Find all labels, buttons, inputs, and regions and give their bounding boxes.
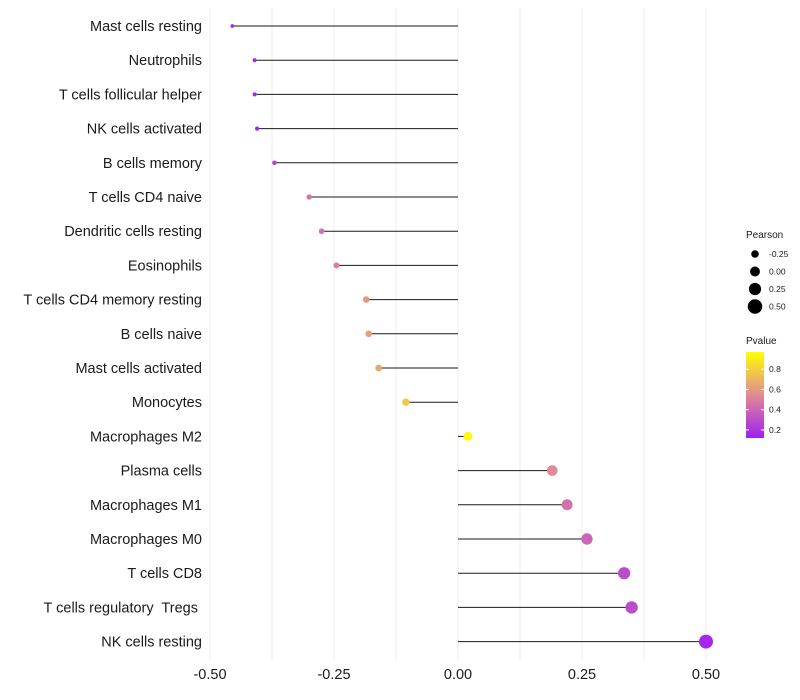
size-legend-title: Pearson bbox=[746, 230, 783, 241]
category-label: T cells CD4 memory resting bbox=[23, 293, 202, 309]
category-label: Plasma cells bbox=[121, 464, 202, 480]
lollipop-point bbox=[362, 296, 370, 303]
lollipop-stems bbox=[232, 25, 706, 643]
size-legend-key bbox=[751, 250, 759, 258]
category-label: T cells CD8 bbox=[127, 566, 202, 582]
color-legend-label: 0.4 bbox=[769, 405, 781, 415]
lollipop-point bbox=[272, 160, 277, 166]
lollipop-points bbox=[230, 24, 713, 649]
color-legend-bar bbox=[746, 352, 764, 438]
category-label: NK cells resting bbox=[101, 635, 202, 651]
lollipop-point bbox=[252, 92, 257, 97]
lollipop-point bbox=[402, 398, 410, 406]
size-legend-key bbox=[748, 282, 762, 296]
size-legend-label: 0.25 bbox=[769, 284, 786, 294]
category-label: B cells memory bbox=[103, 156, 203, 172]
category-label: Macrophages M2 bbox=[90, 429, 202, 445]
category-label: Macrophages M0 bbox=[90, 532, 202, 548]
x-tick-label: 0.50 bbox=[692, 667, 720, 683]
size-legend: Pearson -0.25 0.00 0.25 0.50 bbox=[746, 230, 789, 314]
lollipop-point bbox=[625, 601, 638, 614]
x-tick-label: 0.00 bbox=[444, 667, 472, 683]
size-legend-label: 0.50 bbox=[769, 302, 786, 312]
category-labels: Mast cells resting Neutrophils T cells fol… bbox=[23, 19, 202, 651]
category-label: T cells CD4 naive bbox=[89, 190, 202, 206]
x-tick-label: -0.50 bbox=[193, 667, 226, 683]
x-tick-label: -0.25 bbox=[317, 667, 350, 683]
lollipop-point bbox=[318, 228, 325, 235]
size-legend-label: -0.25 bbox=[769, 249, 789, 259]
color-legend-label: 0.6 bbox=[769, 384, 781, 394]
size-legend-label: 0.00 bbox=[769, 267, 786, 277]
category-label: Mast cells activated bbox=[75, 361, 202, 377]
lollipop-point bbox=[699, 634, 713, 649]
category-label: T cells follicular helper bbox=[59, 87, 202, 103]
x-axis-tick-labels: -0.50 -0.25 0.00 0.25 0.50 bbox=[193, 667, 720, 683]
category-label: Mast cells resting bbox=[90, 19, 202, 35]
size-legend-key bbox=[750, 266, 760, 277]
lollipop-point bbox=[230, 24, 235, 28]
category-label: B cells naive bbox=[121, 327, 202, 343]
category-label: T cells regulatory Tregs bbox=[44, 600, 203, 616]
size-legend-key bbox=[747, 299, 763, 314]
category-label: Macrophages M1 bbox=[90, 498, 202, 514]
lollipop-point bbox=[618, 567, 631, 580]
category-label: Eosinophils bbox=[128, 258, 202, 274]
lollipop-point bbox=[255, 126, 260, 131]
lollipop-point bbox=[252, 58, 257, 63]
lollipop-point bbox=[581, 533, 593, 545]
lollipop-point bbox=[333, 262, 340, 269]
color-legend-label: 0.8 bbox=[769, 364, 781, 374]
category-label: NK cells activated bbox=[87, 122, 202, 138]
category-label: Dendritic cells resting bbox=[64, 224, 202, 240]
lollipop-point bbox=[561, 499, 573, 511]
color-legend: Pvalue 0.8 0.6 0.4 0.2 bbox=[746, 336, 781, 438]
lollipop-point bbox=[375, 364, 383, 372]
lollipop-point bbox=[463, 431, 473, 441]
category-label: Neutrophils bbox=[129, 53, 202, 69]
color-legend-title: Pvalue bbox=[746, 336, 777, 347]
lollipop-point bbox=[365, 330, 373, 338]
lollipop-point bbox=[546, 465, 558, 476]
lollipop-point bbox=[306, 194, 312, 200]
category-label: Monocytes bbox=[132, 395, 202, 411]
x-tick-label: 0.25 bbox=[568, 667, 596, 683]
color-legend-label: 0.2 bbox=[769, 425, 781, 435]
